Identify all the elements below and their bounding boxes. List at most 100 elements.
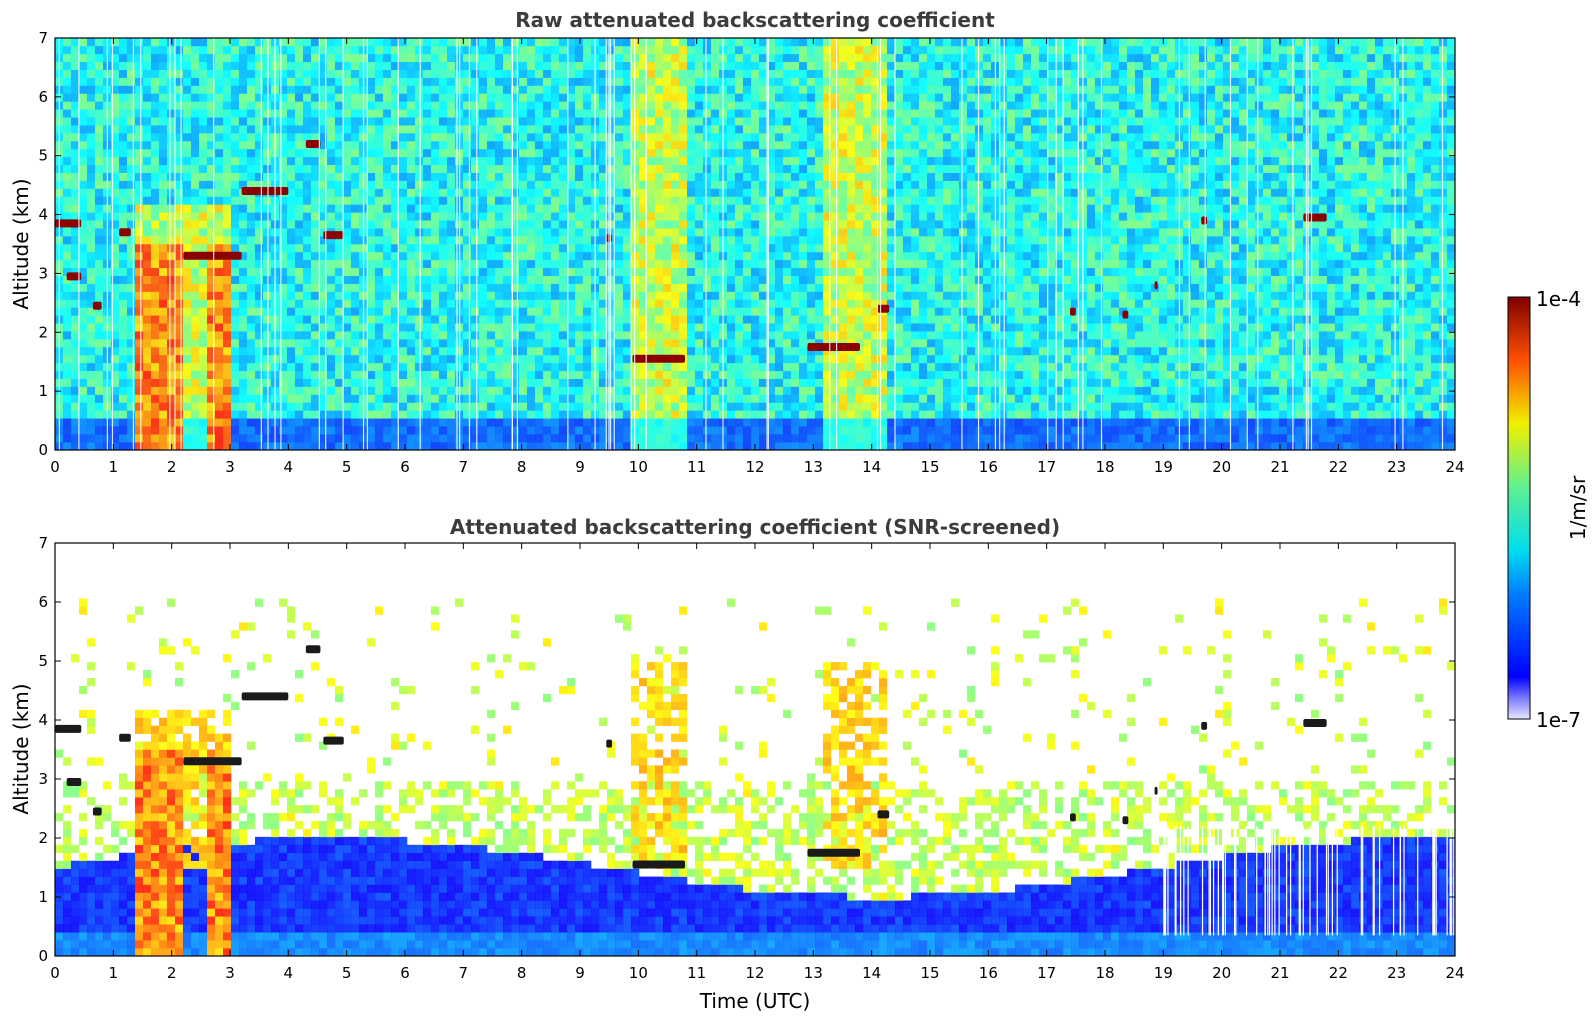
heatmap-cell	[71, 370, 80, 379]
heatmap-cell	[375, 434, 384, 443]
heatmap-cell	[495, 315, 504, 324]
heatmap-cell	[767, 291, 776, 300]
heatmap-cell	[407, 442, 416, 450]
heatmap-cell	[231, 362, 240, 372]
heatmap-cell	[375, 212, 384, 221]
heatmap-cell	[63, 141, 72, 150]
heatmap-cell	[807, 109, 816, 118]
heatmap-cell	[407, 125, 416, 134]
heatmap-cell	[391, 442, 400, 450]
heatmap-cell	[183, 180, 192, 189]
heatmap-cell	[127, 331, 136, 340]
heatmap-cell	[679, 259, 688, 269]
heatmap-cell	[791, 410, 800, 419]
heatmap-cell	[615, 418, 624, 427]
heatmap-cell	[575, 141, 584, 150]
heatmap-cell	[415, 109, 424, 118]
heatmap-cell	[215, 180, 224, 189]
heatmap-cell	[199, 45, 208, 55]
heatmap-cell	[399, 354, 408, 364]
heatmap-cell	[415, 442, 424, 450]
heatmap-cell	[335, 117, 344, 126]
heatmap-cell	[487, 370, 496, 379]
heatmap-cell	[95, 61, 104, 70]
heatmap-cell	[767, 156, 776, 166]
heatmap-cell	[135, 172, 144, 181]
heatmap-cell	[759, 386, 768, 395]
heatmap-cell	[191, 172, 200, 181]
heatmap-cell	[655, 77, 664, 86]
heatmap-cell	[783, 307, 792, 316]
heatmap-cell	[487, 93, 496, 102]
heatmap-cell	[87, 141, 96, 150]
heatmap-cell	[783, 196, 792, 205]
heatmap-cell	[95, 109, 104, 118]
heatmap-cell	[655, 323, 664, 332]
heatmap-cell	[599, 378, 608, 387]
heatmap-cell	[623, 244, 632, 253]
heatmap-cell	[607, 283, 616, 292]
heatmap-cell	[647, 394, 656, 403]
heatmap-cell	[735, 347, 744, 356]
heatmap-cell	[775, 156, 784, 166]
heatmap-cell	[279, 172, 288, 181]
heatmap-cell	[119, 204, 128, 213]
heatmap-cell	[615, 220, 624, 229]
heatmap-cell	[319, 236, 328, 245]
heatmap-cell	[407, 196, 416, 205]
heatmap-cell	[543, 283, 552, 292]
heatmap-cell	[439, 394, 448, 403]
heatmap-cell	[375, 45, 384, 55]
heatmap-cell	[295, 133, 304, 142]
heatmap-cell	[119, 156, 128, 166]
heatmap-cell	[439, 45, 448, 55]
heatmap-cell	[399, 85, 408, 94]
heatmap-cell	[311, 38, 320, 47]
heatmap-cell	[431, 251, 440, 261]
heatmap-cell	[663, 212, 672, 221]
heatmap-cell	[111, 180, 120, 189]
heatmap-cell	[303, 180, 312, 189]
heatmap-cell	[551, 410, 560, 419]
heatmap-cell	[439, 236, 448, 245]
heatmap-cell	[319, 101, 328, 110]
heatmap-cell	[695, 410, 704, 419]
heatmap-cell	[511, 299, 520, 308]
heatmap-cell	[423, 148, 432, 158]
heatmap-cell	[767, 378, 776, 387]
heatmap-cell	[511, 236, 520, 245]
heatmap-cell	[135, 244, 144, 253]
heatmap-cell	[95, 53, 104, 63]
heatmap-cell	[415, 93, 424, 102]
heatmap-cell	[191, 291, 200, 300]
heatmap-cell	[663, 275, 672, 284]
heatmap-cell	[783, 85, 792, 94]
heatmap-cell	[335, 61, 344, 70]
heatmap-cell	[495, 220, 504, 229]
heatmap-cell	[183, 133, 192, 142]
heatmap-cell	[655, 339, 664, 348]
heatmap-cell	[263, 77, 272, 86]
heatmap-cell	[303, 442, 312, 450]
heatmap-cell	[695, 259, 704, 269]
heatmap-cell	[287, 45, 296, 55]
heatmap-cell	[79, 323, 88, 332]
heatmap-cell	[623, 236, 632, 245]
heatmap-cell	[343, 347, 352, 356]
heatmap-cell	[87, 188, 96, 197]
heatmap-cell	[807, 323, 816, 332]
heatmap-cell	[791, 323, 800, 332]
heatmap-cell	[487, 172, 496, 181]
heatmap-cell	[407, 394, 416, 403]
heatmap-cell	[559, 354, 568, 364]
heatmap-cell	[191, 148, 200, 158]
heatmap-cell	[183, 354, 192, 364]
heatmap-cell	[559, 259, 568, 269]
heatmap-cell	[383, 275, 392, 284]
heatmap-cell	[415, 291, 424, 300]
heatmap-cell	[335, 38, 344, 47]
heatmap-cell	[775, 85, 784, 94]
heatmap-cell	[383, 418, 392, 427]
heatmap-cell	[335, 426, 344, 435]
heatmap-cell	[127, 315, 136, 324]
